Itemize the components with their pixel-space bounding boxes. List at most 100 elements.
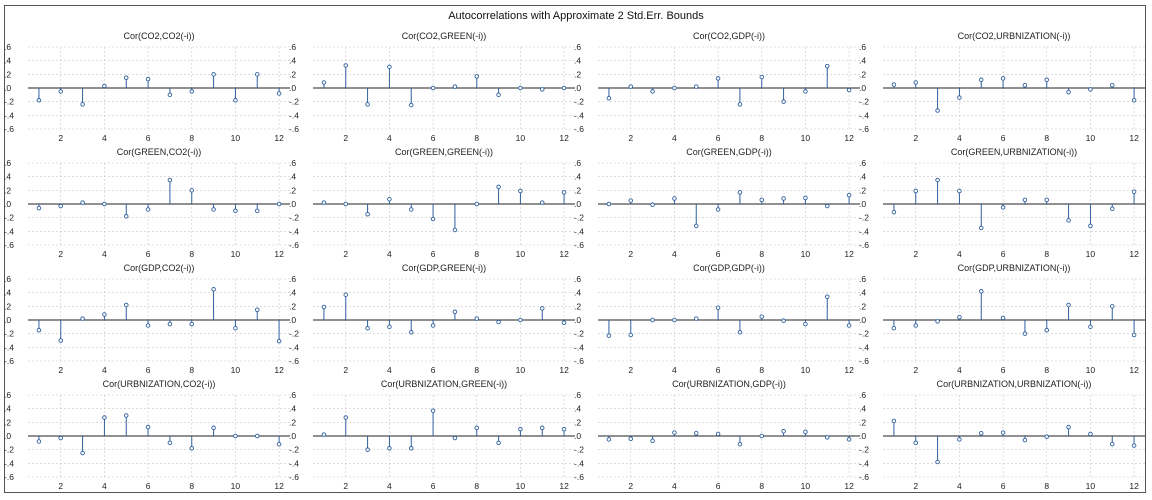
acf-point	[628, 436, 634, 441]
y-tick-label: -.2	[574, 97, 584, 107]
y-tick-label: .6	[4, 42, 11, 52]
acf-point	[189, 446, 194, 451]
y-tick-label: -.6	[859, 124, 869, 134]
acf-point	[365, 102, 370, 107]
acf-point	[715, 305, 721, 310]
acf-point	[58, 203, 64, 209]
acf-point	[233, 433, 238, 439]
acf-point	[1066, 218, 1071, 223]
acf-panel: Cor(GDP,GREEN(-i)) .6 .4 .2 .0 -.2 -.4 -.6 2 4 6 8 1…	[289, 263, 575, 375]
panel-title: Cor(CO2,URBNIZATION(-i))	[958, 31, 1071, 41]
acf-point	[561, 190, 567, 195]
y-tick-label: .4	[574, 172, 581, 182]
acf-point	[343, 201, 349, 207]
y-tick-label: .4	[289, 404, 296, 414]
x-tick-label: 12	[844, 481, 854, 491]
acf-point	[276, 91, 282, 96]
x-tick-label: 2	[628, 365, 633, 375]
acf-point	[58, 89, 64, 94]
acf-point	[759, 433, 765, 439]
y-tick-label: .4	[859, 56, 866, 66]
acf-point	[781, 99, 786, 104]
panel-title: Cor(GDP,CO2(-i))	[124, 263, 195, 273]
y-tick-label: -.4	[859, 342, 869, 352]
acf-point	[80, 316, 85, 321]
acf-point	[254, 307, 260, 313]
acf-point	[935, 108, 940, 113]
y-tick-label: .6	[4, 158, 11, 168]
y-tick-label: -.2	[859, 97, 869, 107]
acf-panel: Cor(URBNIZATION,GDP(-i)) .6 .4 .2 .0 -.2 -.4 -.…	[574, 379, 860, 491]
x-tick-label: 6	[431, 365, 436, 375]
acf-point	[628, 198, 634, 203]
x-tick-label: 4	[387, 481, 392, 491]
x-tick-label: 10	[516, 133, 526, 143]
y-tick-label: .0	[859, 315, 866, 325]
x-tick-label: 8	[759, 133, 764, 143]
x-tick-label: 10	[801, 133, 811, 143]
acf-point	[846, 437, 852, 442]
x-tick-label: 8	[759, 249, 764, 259]
acf-point	[36, 205, 42, 211]
x-tick-label: 12	[559, 481, 569, 491]
acf-point	[343, 415, 349, 420]
y-tick-label: -.4	[289, 226, 299, 236]
y-tick-label: -.6	[289, 356, 299, 366]
acf-point	[123, 302, 129, 308]
acf-point	[167, 92, 173, 98]
acf-point	[474, 201, 480, 207]
y-tick-label: .2	[4, 185, 11, 195]
x-tick-label: 6	[146, 365, 151, 375]
acf-point	[145, 207, 151, 212]
y-tick-label: -.4	[574, 226, 584, 236]
acf-point	[715, 431, 721, 437]
acf-point	[672, 430, 677, 435]
x-tick-label: 4	[957, 249, 962, 259]
acf-point	[1022, 331, 1028, 336]
acf-point	[957, 188, 962, 194]
y-tick-label: .6	[574, 158, 581, 168]
acf-point	[387, 446, 392, 451]
acf-point	[321, 200, 327, 205]
y-tick-label: .4	[4, 288, 11, 298]
acf-point	[979, 289, 984, 294]
acf-point	[737, 102, 743, 107]
acf-point	[276, 441, 282, 447]
acf-point	[518, 188, 523, 194]
y-tick-label: .2	[289, 69, 296, 79]
acf-panel: Cor(URBNIZATION,GREEN(-i)) .6 .4 .2 .0 -.2 -.4…	[289, 379, 575, 491]
y-tick-label: .4	[289, 56, 296, 66]
x-tick-label: 4	[102, 133, 107, 143]
y-tick-label: -.2	[859, 329, 869, 339]
y-tick-label: .2	[289, 301, 296, 311]
acf-point	[409, 102, 414, 108]
y-tick-label: .0	[4, 83, 11, 93]
acf-point	[430, 323, 436, 328]
y-tick-label: .4	[574, 56, 581, 66]
acf-point	[913, 188, 919, 194]
acf-point	[672, 196, 677, 201]
y-tick-label: .2	[859, 417, 866, 427]
acf-point	[1066, 424, 1071, 430]
y-tick-label: -.4	[859, 226, 869, 236]
y-tick-label: -.4	[289, 458, 299, 468]
acf-point	[825, 63, 830, 69]
acf-panel: Cor(CO2,GDP(-i)) .6 .4 .2 .0 -.2 -.4 -.6 2 4 6 8 10 1…	[574, 31, 860, 143]
acf-point	[321, 432, 327, 437]
acf-point	[803, 195, 808, 201]
x-tick-label: 4	[672, 481, 677, 491]
y-tick-label: -.6	[289, 472, 299, 482]
acf-point	[1088, 324, 1093, 330]
acf-point	[102, 312, 107, 317]
x-tick-label: 6	[431, 133, 436, 143]
acf-point	[935, 177, 940, 183]
x-tick-label: 2	[343, 481, 348, 491]
y-tick-label: .6	[859, 42, 866, 52]
x-tick-label: 10	[231, 133, 241, 143]
acf-point	[1088, 87, 1093, 92]
acf-point	[58, 338, 64, 343]
acf-point	[825, 294, 830, 300]
panel-title: Cor(GDP,URBNIZATION(-i))	[958, 263, 1071, 273]
acf-point	[1131, 189, 1137, 194]
x-tick-label: 12	[1129, 481, 1139, 491]
